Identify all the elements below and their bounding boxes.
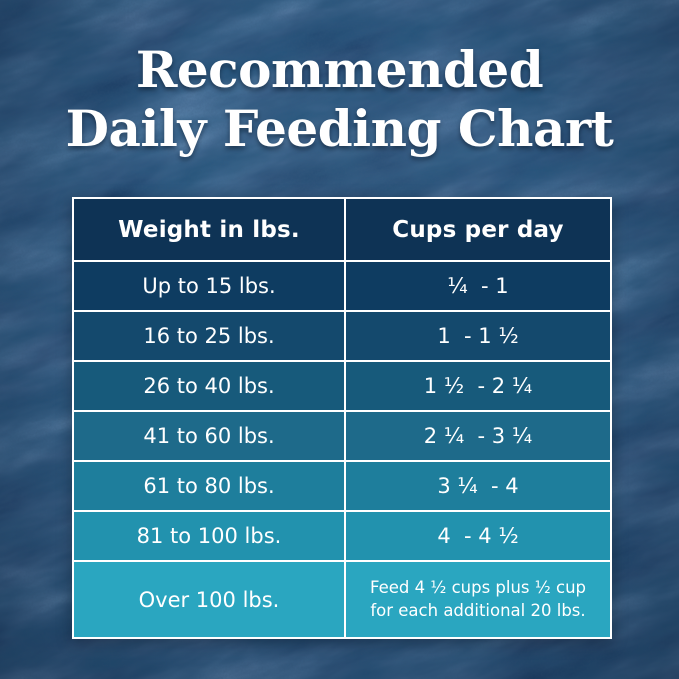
table-cell-cups-row6: 4 - 4 ½ — [346, 512, 610, 560]
table-cell-cups-row3: 1 ½ - 2 ¼ — [346, 362, 610, 410]
table-cell-weight-row2: 16 to 25 lbs. — [74, 312, 344, 360]
page-title-line1: Recommended — [135, 40, 544, 99]
column-header-cups: Cups per day — [346, 199, 610, 260]
table-cell-weight-row5: 61 to 80 lbs. — [74, 462, 344, 510]
table-cell-cups-row5: 3 ¼ - 4 — [346, 462, 610, 510]
page-title: Recommended Daily Feeding Chart — [0, 40, 679, 158]
table-cell-weight-row6: 81 to 100 lbs. — [74, 512, 344, 560]
table-cell-weight-row1: Up to 15 lbs. — [74, 262, 344, 310]
table-cell-weight-row3: 26 to 40 lbs. — [74, 362, 344, 410]
column-header-weight: Weight in lbs. — [74, 199, 344, 260]
page-title-line2: Daily Feeding Chart — [65, 99, 614, 158]
table-cell-weight-row4: 41 to 60 lbs. — [74, 412, 344, 460]
table-cell-cups-row1: ¼ - 1 — [346, 262, 610, 310]
table-cell-cups-row2: 1 - 1 ½ — [346, 312, 610, 360]
table-cell-cups-row4: 2 ¼ - 3 ¼ — [346, 412, 610, 460]
feeding-table: Weight in lbs. Cups per day Up to 15 lbs… — [72, 197, 612, 639]
table-cell-cups-row7: Feed 4 ½ cups plus ½ cup for each additi… — [346, 562, 610, 637]
table-cell-weight-row7: Over 100 lbs. — [74, 562, 344, 637]
